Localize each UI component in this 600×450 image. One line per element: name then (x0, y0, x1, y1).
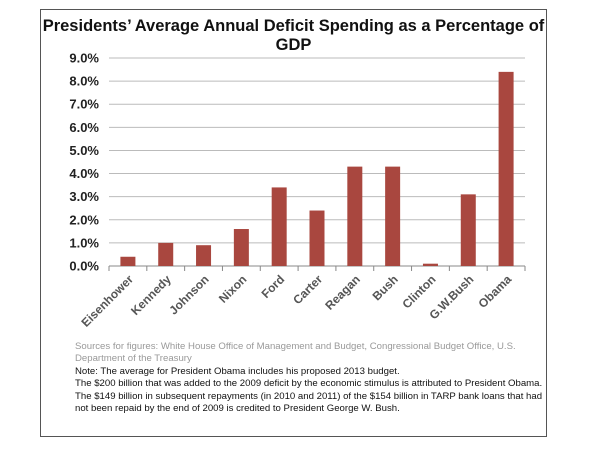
bar-johnson (196, 245, 212, 266)
chart-notes: Sources for figures: White House Office … (75, 341, 545, 415)
y-tick-label: 5.0% (69, 143, 99, 158)
y-tick-label: 1.0% (69, 235, 99, 250)
x-tick-label: Eisenhower (79, 272, 137, 330)
bar-bush (385, 166, 401, 266)
y-tick-label: 7.0% (69, 97, 99, 112)
bar-g-w-bush (460, 194, 476, 266)
bar-reagan (347, 166, 363, 266)
bar-kennedy (158, 242, 174, 266)
x-tick-label: Ford (259, 272, 288, 301)
bar-nixon (233, 229, 249, 266)
y-tick-label: 2.0% (69, 212, 99, 227)
y-tick-label: 3.0% (69, 189, 99, 204)
bar-obama (498, 71, 514, 266)
note-line: Note: The average for President Obama in… (75, 365, 400, 377)
x-tick-label: Bush (370, 272, 401, 303)
chart-title: Presidents’ Average Annual Deficit Spend… (42, 17, 545, 54)
x-tick-label: Obama (476, 272, 515, 311)
bar-clinton (422, 263, 438, 266)
y-tick-label: 8.0% (69, 74, 99, 89)
bar-chart: 0.0% 1.0% 2.0% 3.0% 4.0% 5.0% 6.0% 7.0% 8.0% 9.0%… (69, 51, 526, 330)
chart-frame (40, 9, 547, 437)
x-tick-label: Johnson (166, 272, 211, 317)
y-tick-label: 6.0% (69, 120, 99, 135)
note-line: The $200 billion that was added to the 2… (75, 378, 543, 390)
bar-ford (271, 187, 287, 266)
x-tick-label: Reagan (322, 272, 363, 313)
x-tick-label: Carter (290, 272, 325, 307)
sources-note: Sources for figures: White House Office … (75, 341, 516, 365)
note-line: The $149 billion in subsequent repayment… (75, 390, 543, 415)
bar-eisenhower (120, 256, 136, 266)
x-tick-label: Nixon (216, 272, 249, 305)
y-tick-label: 4.0% (69, 166, 99, 181)
bar-carter (309, 210, 325, 266)
y-tick-label: 0.0% (69, 259, 99, 274)
x-tick-label: Kennedy (128, 272, 174, 318)
y-tick-label: 9.0% (69, 51, 99, 66)
